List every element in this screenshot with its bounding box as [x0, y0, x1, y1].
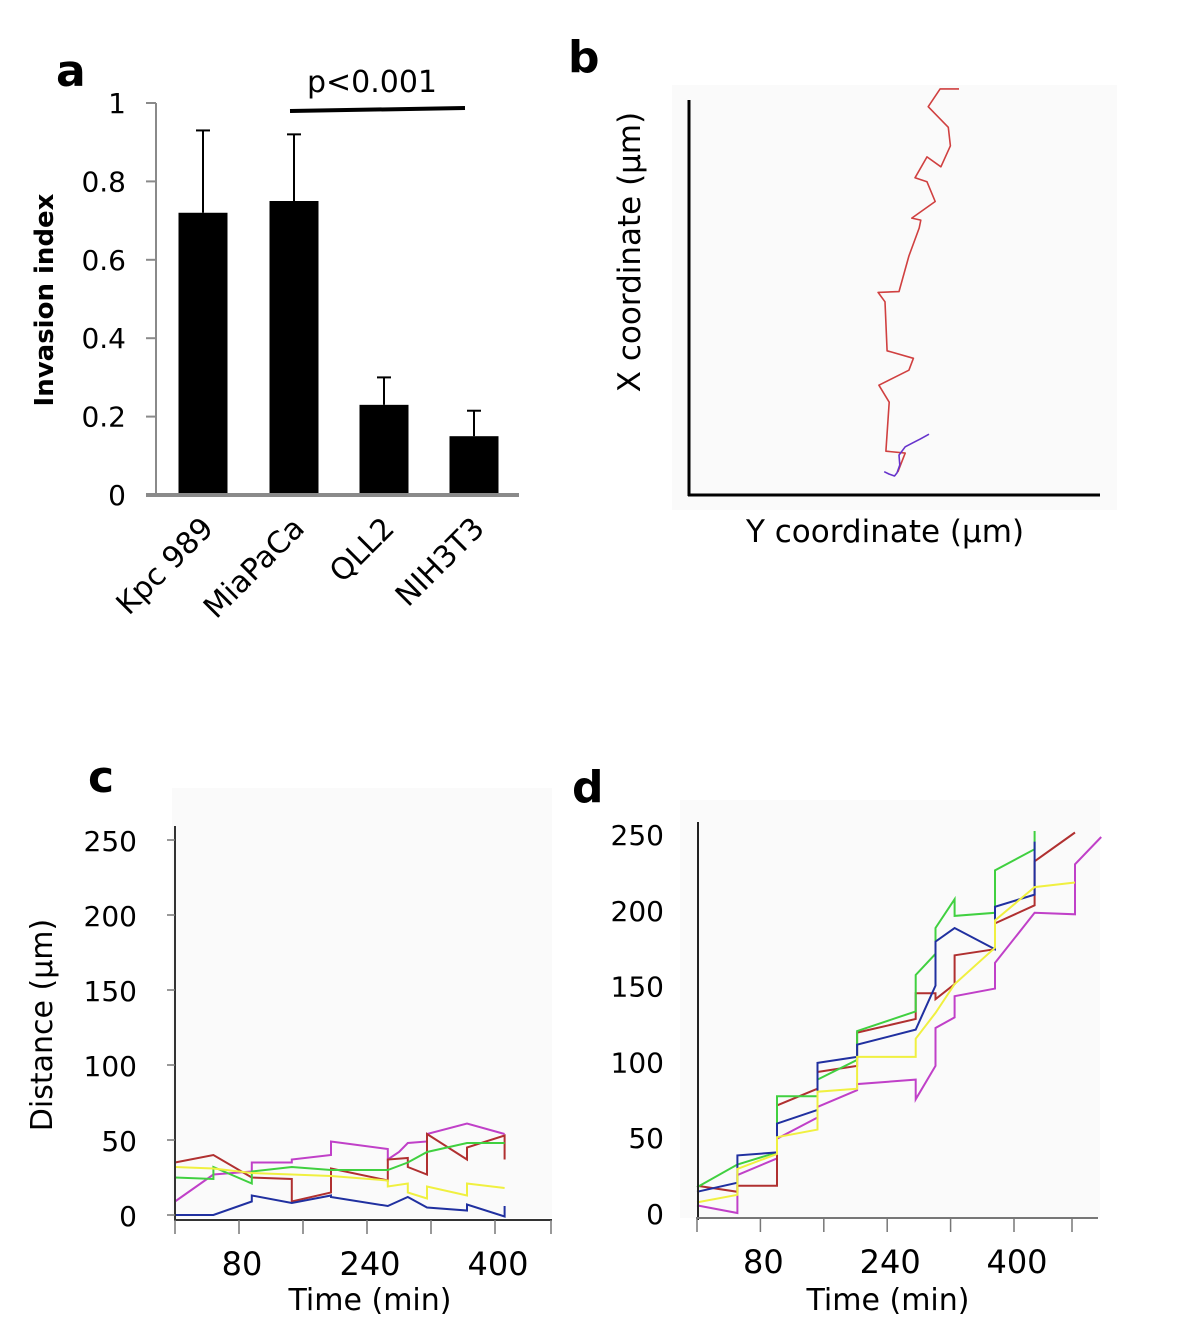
ytick-label: 50 — [101, 1125, 137, 1158]
bar-nih3t3 — [449, 436, 499, 495]
xtick-label: 400 — [467, 1245, 528, 1283]
ytick-label: 200 — [84, 900, 137, 933]
panel-a-bar-chart: Invasion index 00.20.40.60.81 Kpc 989Mia… — [30, 65, 519, 626]
panel-c-xlabel: Time (min) — [288, 1283, 452, 1318]
ytick-label: 200 — [611, 895, 664, 928]
panel-d-line-chart: 0 50 100 150 200 250 80 240 400 Time (min) — [611, 819, 1102, 1318]
panel-d-xlabel: Time (min) — [806, 1283, 970, 1318]
ytick-label: 250 — [611, 819, 664, 852]
panel-a-ytick-label: 0.2 — [81, 401, 126, 434]
category-label: QLL2 — [323, 511, 402, 590]
panel-a-ytick-label: 1 — [108, 87, 126, 120]
panel-b-ylabel: X coordinate (µm) — [612, 112, 648, 392]
series-green — [696, 831, 1036, 1189]
panel-c-background — [172, 788, 552, 1218]
series-yellow — [174, 1166, 505, 1200]
xtick-label: 240 — [339, 1245, 400, 1283]
panel-d-background — [680, 800, 1100, 1218]
panel-a-letter: a — [56, 46, 86, 97]
panel-b-background — [672, 85, 1117, 510]
panel-b-trajectory-plot: Y coordinate (µm) X coordinate (µm) — [612, 88, 1100, 550]
ytick-label: 100 — [611, 1046, 664, 1079]
ytick-label: 0 — [119, 1200, 137, 1233]
panel-c-line-chart: 0 50 100 150 200 250 80 240 400 Time (min) Dista… — [25, 825, 552, 1318]
panel-a-ytick-label: 0.4 — [81, 322, 126, 355]
ytick-label: 100 — [84, 1050, 137, 1083]
panel-a-ytick-label: 0.8 — [81, 165, 126, 198]
trajectory-red — [877, 88, 959, 473]
series-blue — [175, 1194, 506, 1218]
ytick-label: 150 — [611, 971, 664, 1004]
ytick-label: 250 — [84, 825, 137, 858]
xtick-label: 240 — [860, 1243, 921, 1281]
series-red — [174, 1132, 506, 1203]
bar-kpc-989 — [178, 212, 228, 495]
category-label: NIH3T3 — [389, 511, 492, 614]
ytick-label: 50 — [628, 1122, 664, 1155]
category-label: MiaPaCa — [197, 511, 312, 626]
panel-b-letter: b — [568, 32, 600, 83]
panel-a-ytick-label: 0.6 — [81, 244, 126, 277]
bar-qll2 — [359, 404, 409, 495]
panel-b-xlabel: Y coordinate (µm) — [745, 514, 1024, 550]
panel-c-letter: c — [88, 752, 114, 803]
xtick-label: 80 — [222, 1245, 263, 1283]
trajectory-purple — [883, 433, 930, 477]
panel-c-ylabel: Distance (µm) — [25, 919, 60, 1131]
panel-a-ylabel: Invasion index — [30, 193, 60, 406]
ytick-label: 0 — [646, 1198, 664, 1231]
significance-bar — [289, 106, 466, 113]
panel-a-ytick-label: 0 — [108, 479, 126, 512]
bar-miapaca — [269, 201, 319, 495]
xtick-label: 400 — [986, 1243, 1047, 1281]
ytick-label: 150 — [84, 975, 137, 1008]
series-yellow — [696, 881, 1076, 1204]
significance-label: p<0.001 — [307, 65, 437, 100]
xtick-label: 80 — [743, 1243, 784, 1281]
panel-d-letter: d — [572, 762, 604, 813]
